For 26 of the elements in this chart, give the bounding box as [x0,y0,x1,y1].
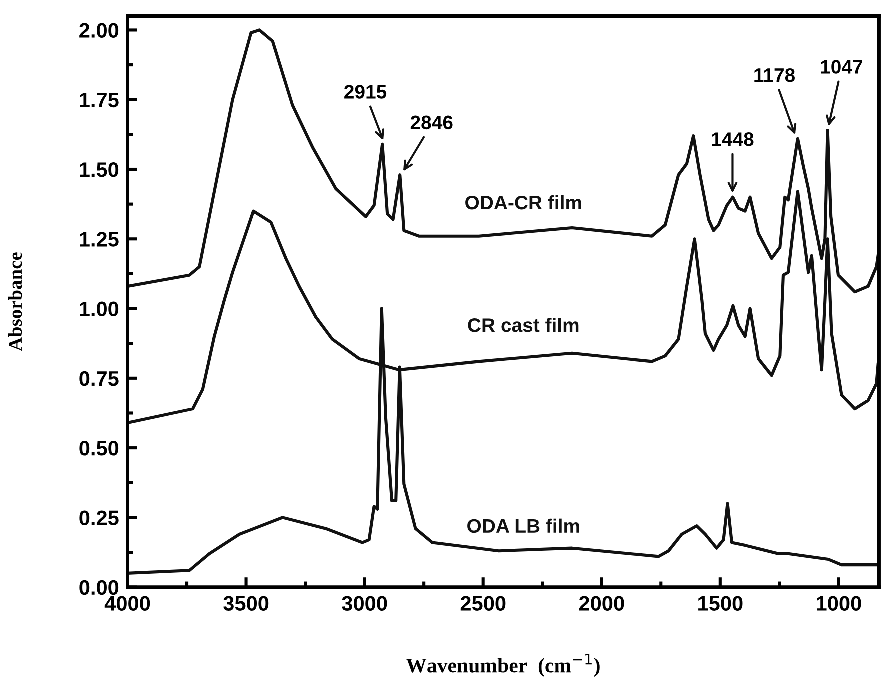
y-tick-label: 1.25 [80,232,119,247]
y-tick-label: 1.75 [80,93,119,108]
annotation: 2846 [410,116,453,130]
series-label: CR cast film [468,318,579,332]
annotation: 1047 [821,60,862,74]
series-label: ODA LB film [468,518,580,534]
annotation: 1178 [754,68,796,82]
x-axis-title: Wavenumber (cm$^{−1}$) [406,654,600,678]
x-tick-label: 2500 [460,596,506,611]
y-tick-label: 0.25 [80,510,119,526]
y-axis-title: Absorbance [8,252,22,352]
x-tick-label: 1000 [817,596,862,611]
y-tick-label: 2.00 [80,23,119,38]
y-tick-label: 1.50 [80,162,119,178]
y-tick-label: 1.00 [80,302,119,317]
x-tick-label: 3000 [342,596,388,611]
y-tick-label: 0.00 [80,580,119,596]
annotation: 1448 [712,132,754,146]
x-tick-label: 3500 [224,596,269,611]
x-tick-label: 2000 [579,596,624,611]
x-tick-label: 1500 [698,596,743,611]
x-tick-label: 4000 [104,596,150,611]
y-tick-label: 0.50 [80,441,119,456]
annotation: 2915 [344,85,387,99]
series-label: ODA-CR film [466,195,582,210]
y-tick-label: 0.75 [80,371,119,386]
